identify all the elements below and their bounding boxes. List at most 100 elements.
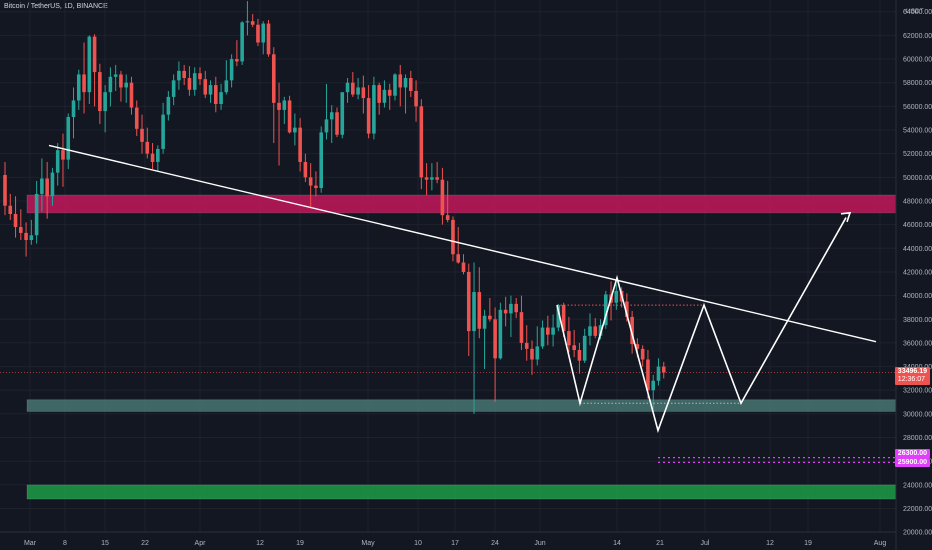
candle-body <box>256 24 260 43</box>
candle-body <box>92 36 97 73</box>
candle-body <box>71 100 76 118</box>
candle-body <box>214 85 218 104</box>
candle-body <box>503 309 508 314</box>
candle-body <box>340 92 345 135</box>
y-tick-label: 36000.00 <box>903 340 932 347</box>
candle-body <box>19 227 23 233</box>
y-tick-label: 58000.00 <box>903 80 932 87</box>
candle-body <box>661 366 666 373</box>
x-tick-label: 10 <box>414 540 422 547</box>
candle-body <box>477 292 482 329</box>
candle-body <box>351 82 355 95</box>
candle-body <box>203 79 208 95</box>
candle-body <box>398 74 403 88</box>
candle-body <box>287 100 292 133</box>
candle-body <box>530 348 534 360</box>
y-tick-label: 56000.00 <box>903 104 932 111</box>
y-tick-label: 28000.00 <box>903 435 932 442</box>
candle-body <box>50 172 55 197</box>
x-tick-label: May <box>361 540 375 547</box>
candle-body <box>182 70 186 78</box>
candle-body <box>366 98 371 134</box>
y-tick-label: 50000.00 <box>903 175 932 182</box>
candle-body <box>156 148 160 162</box>
y-tick-label: 44000.00 <box>903 246 932 253</box>
candle-body <box>87 36 92 93</box>
candle-body <box>29 235 34 241</box>
resistance-zone <box>26 194 897 214</box>
x-tick-label: Jul <box>701 540 710 547</box>
candle-body <box>187 77 192 90</box>
countdown-value: 12:36:07 <box>897 376 926 383</box>
x-tick-label: 8 <box>63 540 67 547</box>
candle-body <box>229 59 234 81</box>
y-tick-label: 52000.00 <box>903 151 932 158</box>
candle-body <box>461 262 466 272</box>
candle-body <box>498 309 503 359</box>
candle-body <box>61 150 65 160</box>
candle-body <box>403 77 408 88</box>
candle-body <box>382 89 387 103</box>
y-tick-label: 48000.00 <box>903 198 932 205</box>
target1-price-tag: 26300.00 <box>894 449 930 458</box>
candle-body <box>419 106 424 178</box>
x-tick-label: 21 <box>656 540 664 547</box>
candle-body <box>456 254 461 263</box>
y-tick-label: 20000.00 <box>903 530 932 537</box>
candle-body <box>493 319 497 359</box>
candle-body <box>514 303 518 313</box>
price-axis: 64000.00 62000.00 60000.00 58000.00 56000.00… <box>895 0 932 550</box>
y-tick-label: 54000.00 <box>903 128 932 135</box>
candle-body <box>24 232 28 241</box>
candle-body <box>145 141 150 154</box>
candle-body <box>509 303 513 314</box>
trendline <box>48 144 877 343</box>
y-tick-label: 22000.00 <box>903 506 932 513</box>
candle-body <box>567 331 571 346</box>
candle-body <box>546 327 550 335</box>
x-tick-label: 19 <box>296 540 304 547</box>
candle-body <box>646 359 650 391</box>
candle-body <box>593 326 598 336</box>
candle-body <box>113 74 118 77</box>
candle-body <box>630 316 634 345</box>
candle-body <box>440 179 445 216</box>
y-tick-label: 42000.00 <box>903 269 932 276</box>
y-tick-label: 64000.00 <box>903 9 932 16</box>
candle-body <box>150 153 155 162</box>
candle-body <box>482 315 487 329</box>
x-tick-label: Apr <box>195 540 207 547</box>
candle-body <box>261 23 266 43</box>
candle-body <box>345 82 350 93</box>
candle-body <box>614 290 619 303</box>
candle-body <box>271 54 276 103</box>
candle-body <box>8 205 13 214</box>
candle-body <box>245 21 250 23</box>
candle-body <box>166 96 171 115</box>
candle-body <box>208 85 213 95</box>
candle-body <box>329 112 334 120</box>
candle-body <box>250 21 255 25</box>
zones <box>26 194 897 500</box>
candles <box>3 1 666 414</box>
candle-body <box>414 90 418 107</box>
candle-body <box>198 73 202 80</box>
candle-body <box>224 80 229 93</box>
candle-body <box>588 326 592 336</box>
candle-body <box>192 73 197 90</box>
x-tick-label: 24 <box>491 540 499 547</box>
candle-body <box>603 294 608 326</box>
chart-title: Bitcoin / TetherUS, 1D, BINANCE <box>4 3 108 10</box>
x-tick-label: 12 <box>766 540 774 547</box>
candle-body <box>466 271 471 332</box>
candle-body <box>314 185 318 188</box>
y-tick-label: 38000.00 <box>903 317 932 324</box>
grid <box>0 0 896 533</box>
candle-body <box>372 85 376 134</box>
candle-body <box>435 177 439 180</box>
candle-body <box>319 132 323 188</box>
y-tick-label: 46000.00 <box>903 222 932 229</box>
candle-body <box>377 85 381 103</box>
candle-body <box>656 366 661 381</box>
